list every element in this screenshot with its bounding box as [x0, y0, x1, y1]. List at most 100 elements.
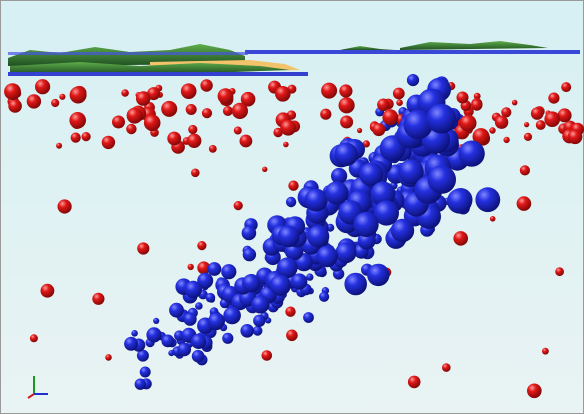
- blue-sphere: [403, 109, 433, 140]
- red-sphere: [357, 127, 363, 134]
- red-sphere: [51, 98, 60, 108]
- red-sphere: [548, 92, 560, 104]
- blue-sphere: [276, 257, 298, 279]
- red-sphere: [40, 283, 55, 298]
- red-sphere: [201, 108, 213, 119]
- red-sphere: [320, 108, 332, 120]
- red-sphere: [372, 123, 386, 137]
- red-sphere: [101, 135, 116, 150]
- red-sphere: [340, 115, 354, 129]
- red-sphere: [188, 124, 198, 135]
- sphere-layer: [4, 74, 584, 399]
- red-sphere: [105, 354, 112, 361]
- blue-sphere: [303, 312, 314, 323]
- blue-sphere: [207, 262, 222, 276]
- red-sphere: [286, 329, 298, 342]
- blue-sphere: [316, 245, 339, 268]
- blue-sphere: [277, 225, 300, 248]
- red-sphere: [233, 126, 242, 135]
- red-sphere: [557, 108, 572, 123]
- blue-sphere: [134, 378, 146, 390]
- red-sphere: [489, 127, 496, 134]
- red-sphere: [519, 165, 531, 176]
- blue-sphere: [184, 280, 202, 299]
- red-sphere: [147, 87, 161, 101]
- red-sphere: [453, 231, 469, 246]
- blue-sphere: [426, 103, 457, 134]
- red-sphere: [524, 122, 530, 128]
- red-sphere: [137, 242, 150, 255]
- blue-sphere: [124, 336, 139, 351]
- red-sphere: [59, 93, 66, 100]
- blue-sphere: [223, 306, 241, 325]
- red-sphere: [501, 107, 512, 118]
- red-sphere: [471, 99, 483, 111]
- blue-sphere: [242, 247, 257, 262]
- red-sphere: [231, 102, 248, 119]
- red-sphere: [511, 99, 518, 106]
- blue-sphere: [146, 327, 162, 343]
- blue-sphere: [307, 225, 330, 248]
- red-sphere: [275, 86, 291, 102]
- red-sphere: [187, 263, 194, 271]
- red-sphere: [362, 140, 370, 148]
- red-sphere: [222, 106, 233, 116]
- blue-sphere: [367, 263, 390, 287]
- blue-sphere: [242, 274, 261, 293]
- blue-sphere: [406, 74, 420, 87]
- blue-sphere: [195, 302, 203, 310]
- red-sphere: [69, 86, 87, 104]
- blue-sphere: [251, 295, 270, 314]
- red-sphere: [180, 83, 197, 99]
- blue-sphere: [197, 272, 214, 289]
- red-sphere: [473, 92, 481, 100]
- blue-sphere: [325, 181, 349, 205]
- blue-sphere: [169, 302, 184, 318]
- red-sphere: [288, 180, 299, 191]
- blue-sphere: [253, 314, 266, 327]
- red-sphere: [489, 216, 496, 222]
- blue-sphere: [319, 291, 330, 302]
- red-sphere: [8, 99, 22, 113]
- red-sphere: [217, 88, 234, 104]
- red-sphere: [567, 129, 583, 145]
- red-sphere: [185, 104, 197, 115]
- red-sphere: [29, 334, 38, 343]
- red-sphere: [35, 79, 51, 95]
- red-sphere: [240, 91, 256, 107]
- blue-sphere: [306, 273, 314, 281]
- red-sphere: [527, 383, 542, 399]
- red-sphere: [392, 87, 405, 100]
- blue-sphere: [390, 218, 415, 243]
- red-sphere: [262, 166, 268, 172]
- red-sphere: [456, 91, 469, 104]
- red-sphere: [523, 132, 533, 141]
- red-sphere: [136, 91, 151, 106]
- red-sphere: [561, 82, 572, 93]
- blue-sphere: [131, 330, 138, 337]
- red-sphere: [161, 100, 178, 117]
- blue-sphere: [177, 342, 192, 357]
- blue-sphere: [136, 349, 149, 362]
- red-sphere: [26, 94, 42, 109]
- red-sphere: [339, 84, 353, 98]
- red-sphere: [530, 107, 544, 120]
- blue-sphere: [139, 366, 151, 378]
- red-sphere: [57, 199, 72, 214]
- red-sphere: [396, 99, 403, 106]
- red-sphere: [112, 115, 125, 129]
- blue-sphere: [331, 167, 348, 185]
- red-sphere: [167, 131, 182, 146]
- red-sphere: [69, 112, 86, 129]
- red-sphere: [200, 79, 213, 92]
- red-sphere: [92, 292, 105, 305]
- red-sphere: [197, 261, 211, 275]
- red-sphere: [187, 133, 202, 148]
- red-sphere: [472, 128, 490, 146]
- blue-sphere: [205, 292, 216, 303]
- red-sphere: [191, 168, 200, 178]
- red-sphere: [233, 201, 243, 211]
- blue-sphere: [398, 159, 424, 185]
- blue-sphere: [335, 242, 357, 264]
